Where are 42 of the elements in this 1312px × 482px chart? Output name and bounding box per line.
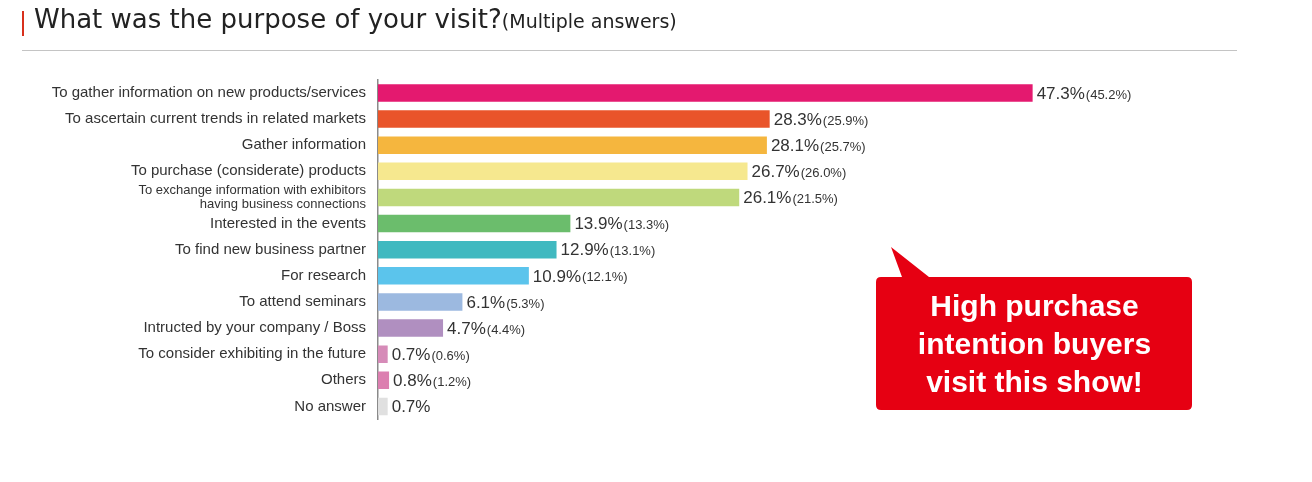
bar (378, 110, 770, 128)
data-label: 0.8%(1.2%) (393, 371, 472, 390)
y-tick-label: Intructed by your company / Boss (143, 318, 366, 336)
y-tick-label: To find new business partner (175, 239, 366, 257)
y-tick-label: For research (280, 265, 366, 283)
data-label: 6.1%(5.3%) (466, 292, 545, 312)
chart-title: What was the purpose of your visit? (34, 4, 502, 34)
data-label: 4.7%(4.4%) (447, 318, 526, 338)
y-tick-label: To ascertain current trends in related markets (65, 109, 366, 127)
data-label: 26.1%(21.5%) (743, 188, 838, 208)
bar (378, 319, 444, 337)
chart-subtitle: (Multiple answers) (501, 10, 677, 32)
bar (378, 371, 390, 390)
bar (378, 345, 388, 363)
bar (378, 397, 388, 416)
bar (378, 84, 1033, 102)
data-label: 0.7% (391, 397, 431, 417)
data-label: 26.7%(26.0%) (751, 162, 847, 181)
y-tick-label: To exchange information with exhibitors having business connections (138, 182, 367, 211)
y-tick-label: To attend seminars (239, 292, 366, 310)
bar (378, 162, 748, 181)
y-tick-label: Gather information (241, 135, 366, 153)
annotation: High purchase intention buyers visit this show! (916, 287, 1153, 400)
bar (378, 214, 571, 233)
bar (378, 136, 767, 154)
bar (378, 293, 463, 311)
data-label: 12.9%(13.1%) (560, 240, 656, 260)
bar (378, 267, 529, 285)
y-tick-label: To purchase (considerate) products (130, 161, 366, 179)
y-tick-label: To gather information on new products/services (51, 83, 366, 101)
y-tick-label: No answer (294, 396, 366, 414)
y-tick-label: To consider exhibiting in the future (138, 344, 366, 362)
data-label: 0.7%(0.6%) (391, 344, 470, 364)
bar (378, 240, 557, 259)
data-label: 28.3%(25.9%) (773, 109, 869, 129)
data-label: 28.1%(25.7%) (770, 135, 866, 155)
data-label: 10.9%(12.1%) (532, 266, 628, 286)
y-tick-label: Interested in the events (210, 213, 366, 231)
bar (378, 188, 740, 207)
y-tick-label: Others (320, 370, 366, 388)
data-label: 47.3%(45.2%) (1036, 83, 1132, 103)
data-label: 13.9%(13.3%) (574, 214, 670, 234)
